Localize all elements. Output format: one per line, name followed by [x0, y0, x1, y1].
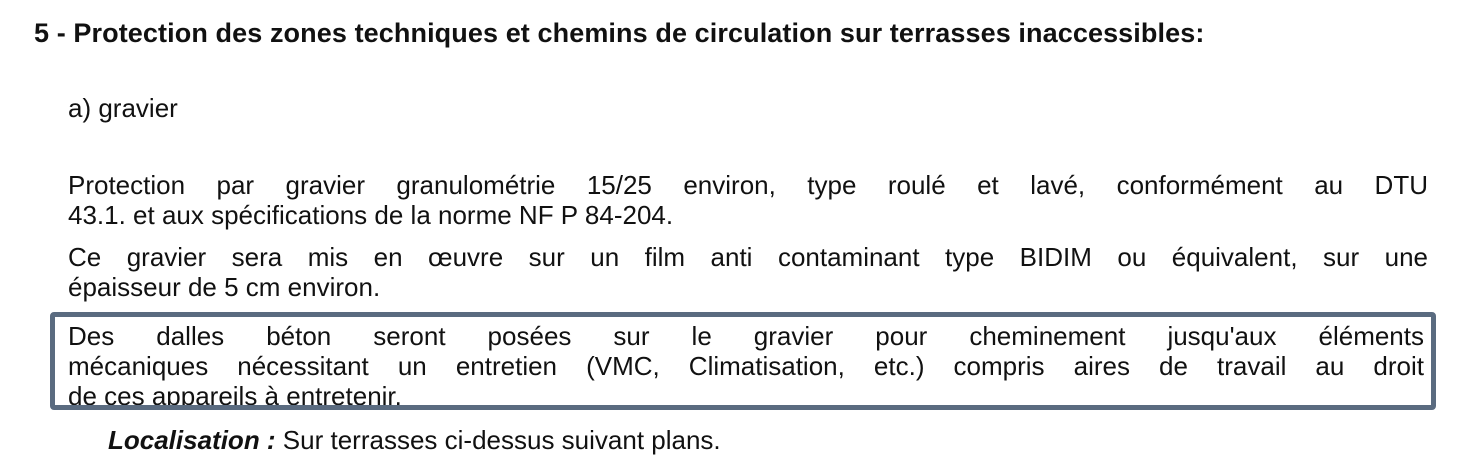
paragraph-gravel-installation: Ce gravier sera mis en œuvre sur un film… — [68, 242, 1428, 302]
localisation-line: Localisation : Sur terrasses ci-dessus s… — [108, 425, 721, 456]
paragraph-line: 43.1. et aux spécifications de la norme … — [68, 200, 674, 230]
paragraph-line: épaisseur de 5 cm environ. — [68, 272, 381, 302]
paragraph-line: Ce gravier sera mis en œuvre sur un film… — [68, 242, 1428, 272]
subsection-heading: a) gravier — [68, 93, 178, 123]
localisation-text: Sur terrasses ci-dessus suivant plans. — [275, 425, 721, 455]
highlight-box: Des dalles béton seront posées sur le gr… — [50, 312, 1436, 410]
section-heading: 5 - Protection des zones techniques et c… — [34, 18, 1205, 48]
paragraph-line: mécaniques nécessitant un entretien (VMC… — [68, 351, 1424, 381]
paragraph-concrete-slabs: Des dalles béton seront posées sur le gr… — [68, 321, 1424, 410]
paragraph-line: Protection par gravier granulométrie 15/… — [68, 170, 1428, 200]
paragraph-gravel-spec: Protection par gravier granulométrie 15/… — [68, 170, 1428, 230]
localisation-label: Localisation : — [108, 425, 276, 455]
paragraph-line: Des dalles béton seront posées sur le gr… — [68, 321, 1424, 351]
paragraph-line: de ces appareils à entretenir. — [68, 381, 402, 410]
